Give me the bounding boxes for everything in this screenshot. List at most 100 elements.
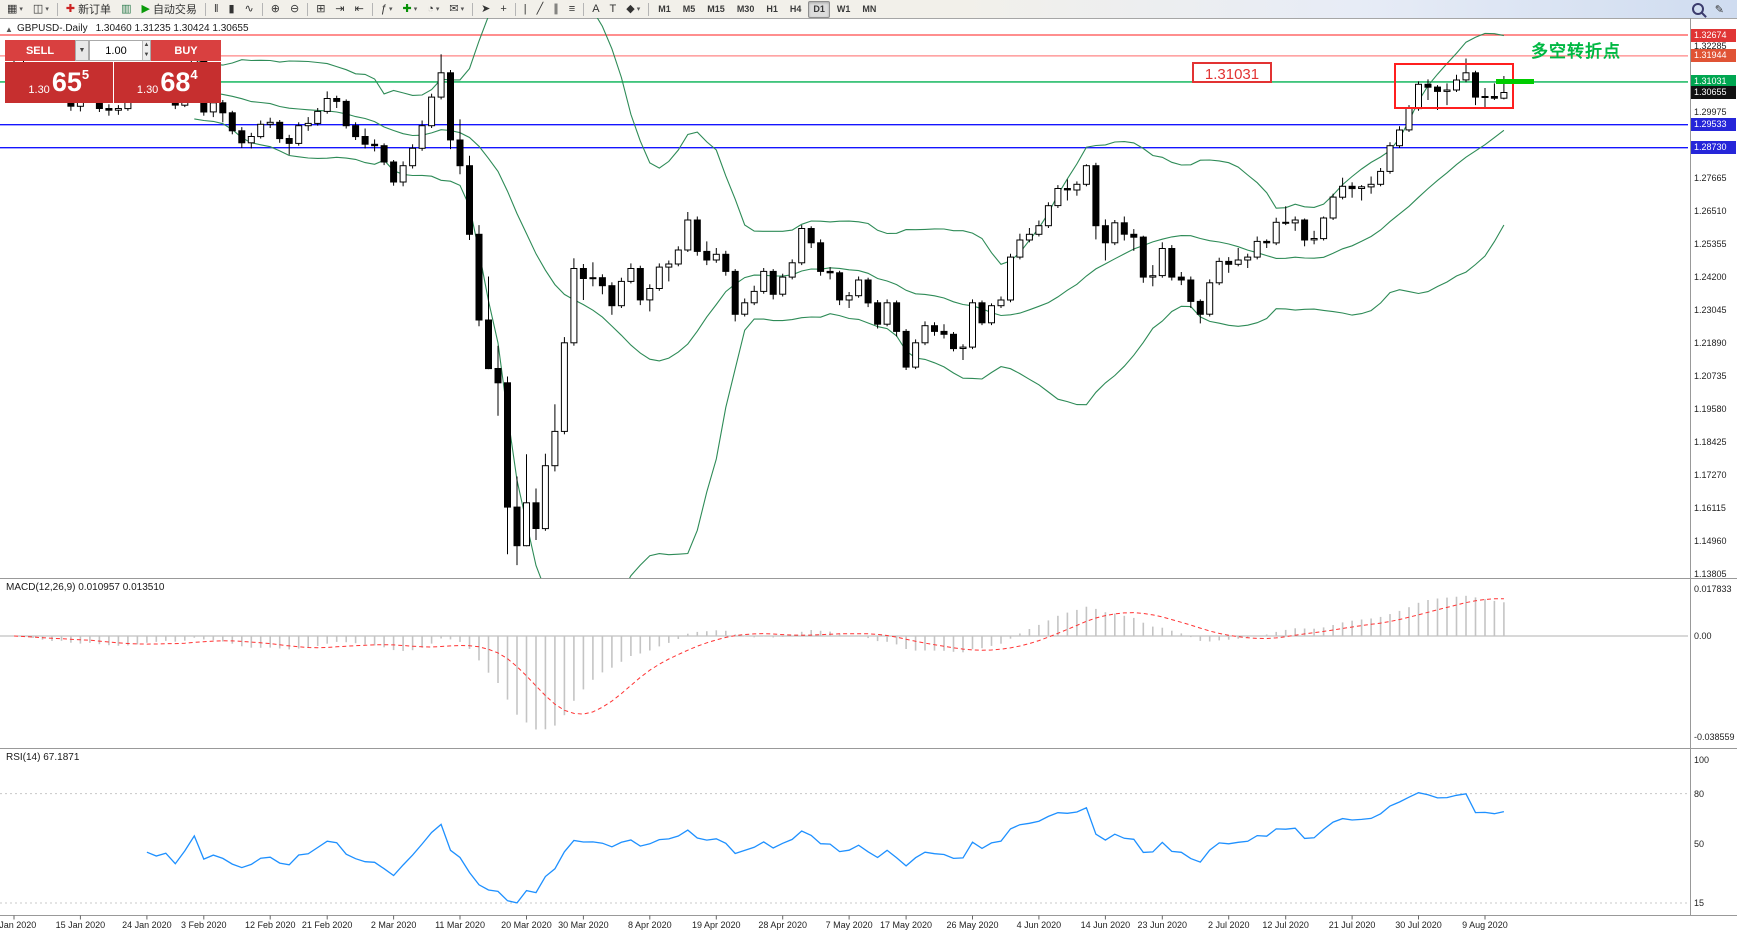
text-label-icon-button[interactable]: T	[606, 0, 621, 19]
timeframe-m15-button[interactable]: M15	[707, 3, 725, 14]
date-axis-label: 30 Jul 2020	[1395, 920, 1442, 930]
text-icon: A	[592, 2, 600, 15]
timeframe-d1-button[interactable]: D1	[808, 0, 830, 18]
auto-trading-button[interactable]: ▶ 自动交易	[137, 0, 200, 19]
price-level-annotation[interactable]: 1.31031	[1192, 62, 1272, 83]
sell-price-button[interactable]: 1.30 65 5	[5, 62, 114, 103]
chevron-down-icon: ▾	[388, 6, 393, 13]
buy-price-pips: 68	[160, 67, 191, 97]
volume-input[interactable]	[90, 41, 142, 60]
trendline-icon-button[interactable]: ╱	[533, 0, 548, 19]
timeframe-m30-button[interactable]: M30	[736, 3, 755, 14]
price-axis-label: 1.14960	[1694, 536, 1727, 547]
chevron-down-icon: ▾	[19, 6, 23, 13]
sell-price-pips: 65	[51, 67, 82, 97]
price-axis-label: 1.19580	[1694, 404, 1727, 415]
crosshair-icon-button[interactable]: +	[496, 0, 510, 19]
zoom-out-icon: ⊖	[289, 2, 300, 15]
sell-price-point: 5	[81, 67, 90, 82]
timeframe-h1-button[interactable]: H1	[766, 3, 778, 14]
sell-button[interactable]: SELL	[5, 40, 75, 61]
price-axis-label: 1.27665	[1694, 173, 1727, 184]
date-axis-label: 3 Feb 2020	[181, 920, 227, 930]
auto-trading-label: 自动交易	[152, 4, 197, 16]
highlight-rectangle-annotation[interactable]	[1393, 62, 1514, 110]
candlestick-chart-icon: ▮	[228, 2, 235, 15]
price-axis-label: 1.32285	[1694, 41, 1727, 52]
quick-edit-icon[interactable]: ✎	[1714, 3, 1724, 16]
buy-button[interactable]: BUY	[151, 40, 221, 61]
bar-chart-icon-button[interactable]: ‖	[210, 0, 223, 19]
price-badge: 1.30655	[1691, 86, 1736, 100]
price-axis-label: 1.23045	[1694, 305, 1727, 316]
date-axis-label: 21 Jul 2020	[1328, 920, 1376, 930]
crosshair-icon: +	[500, 2, 507, 15]
macd-axis-label: -0.038559	[1694, 731, 1735, 742]
equidistant-channel-icon-button[interactable]: ∥	[549, 0, 563, 19]
zoom-out-icon-button[interactable]: ⊖	[286, 0, 303, 19]
buy-price-button[interactable]: 1.30 68 4	[114, 62, 222, 103]
timeframe-m1-button[interactable]: M1	[658, 3, 671, 14]
turning-point-text-annotation[interactable]: 多空转折点	[1531, 42, 1621, 61]
candlestick-chart-icon-button[interactable]: ▮	[224, 0, 238, 19]
price-badge: 1.31944	[1691, 49, 1736, 63]
search-icon[interactable]	[1691, 3, 1704, 15]
new-chart-icon-button[interactable]: ▦ ▾	[3, 0, 27, 19]
toolbar-separator	[472, 2, 474, 16]
periods-icon-button[interactable]: ◔ ▾	[423, 0, 443, 19]
date-axis-label: 4 Jun 2020	[1016, 920, 1062, 930]
rsi-axis-label: 50	[1694, 839, 1705, 850]
shapes-icon-button[interactable]: ◆ ▾	[622, 0, 644, 19]
date-axis-label: 12 Jul 2020	[1262, 920, 1309, 930]
date-axis-label: 15 Jan 2020	[55, 920, 106, 930]
price-axis-label: 1.25355	[1694, 239, 1727, 250]
volume-up-icon[interactable]: ▲	[143, 41, 150, 51]
fibonacci-icon-button[interactable]: ≡	[565, 0, 579, 19]
date-axis-label: 2 Mar 2020	[370, 920, 417, 930]
toolbar-right-group: ✎	[1686, 0, 1729, 19]
date-axis-label: 17 May 2020	[880, 920, 933, 930]
charts-grid-icon-button[interactable]: ▥	[117, 0, 135, 19]
auto-trading-icon: ▶	[141, 2, 150, 15]
toolbar-separator	[307, 2, 309, 16]
timeframe-m5-button[interactable]: M5	[682, 3, 696, 14]
add-indicator-icon-button[interactable]: ✚ ▾	[399, 0, 422, 19]
sell-price-base: 1.30	[28, 84, 50, 96]
rsi-indicator-label: RSI(14) 67.1871	[6, 752, 80, 763]
chart-profiles-icon-button[interactable]: ◫ ▾	[29, 0, 53, 19]
auto-scroll-icon-button[interactable]: ⇥	[331, 0, 348, 19]
timeframe-mn-button[interactable]: MN	[862, 3, 877, 14]
toolbar: ▦ ▾ ◫ ▾ ✚ 新订单 ▥ ▶ 自动交易 ‖ ▮ ∿ ⊕ ⊖ ⊞ ⇥ ⇤ ƒ ▾ ✚ ▾ ◔ ▾ ✉ ▾ ➤ + | ╱ ∥ ≡ A T ◆ ▾…	[0, 0, 1737, 19]
price-axis-label: 1.13805	[1694, 569, 1727, 580]
timeframe-h4-button[interactable]: H4	[789, 3, 802, 14]
chevron-down-icon: ▾	[45, 6, 49, 13]
shapes-icon: ◆	[626, 2, 635, 15]
toolbar-separator	[648, 2, 650, 16]
cursor-icon-button[interactable]: ➤	[477, 0, 494, 19]
date-axis-label: 21 Feb 2020	[301, 920, 353, 930]
volume-down-icon[interactable]: ▼	[143, 50, 150, 60]
price-axis-label: 1.18425	[1694, 437, 1727, 448]
mail-icon-button[interactable]: ✉ ▾	[445, 0, 468, 19]
new-order-button[interactable]: ✚ 新订单	[62, 0, 115, 19]
date-axis-label: 11 Mar 2020	[435, 920, 485, 930]
order-type-dropdown[interactable]: ▼	[75, 40, 89, 61]
chart-shift-icon-button[interactable]: ⇤	[351, 0, 368, 19]
rsi-axis-label: 15	[1694, 897, 1705, 908]
zoom-in-icon-button[interactable]: ⊕	[267, 0, 284, 19]
chevron-down-icon: ▾	[460, 6, 465, 13]
new-order-label: 新订单	[78, 4, 112, 16]
chart-profiles-icon: ◫	[32, 2, 44, 15]
breakout-line-annotation[interactable]	[1496, 79, 1534, 85]
chart-shift-icon: ⇤	[354, 2, 364, 15]
one-click-collapse-icon[interactable]: ▲	[5, 25, 13, 34]
date-axis-label: 30 Mar 2020	[558, 920, 609, 930]
line-chart-icon-button[interactable]: ∿	[241, 0, 258, 19]
text-label-icon: T	[609, 2, 617, 15]
vertical-line-icon-button[interactable]: |	[520, 0, 531, 19]
text-icon-button[interactable]: A	[588, 0, 603, 19]
indicators-icon-button[interactable]: ƒ ▾	[377, 0, 397, 19]
timeframe-w1-button[interactable]: W1	[836, 3, 851, 14]
tile-windows-icon-button[interactable]: ⊞	[312, 0, 329, 19]
